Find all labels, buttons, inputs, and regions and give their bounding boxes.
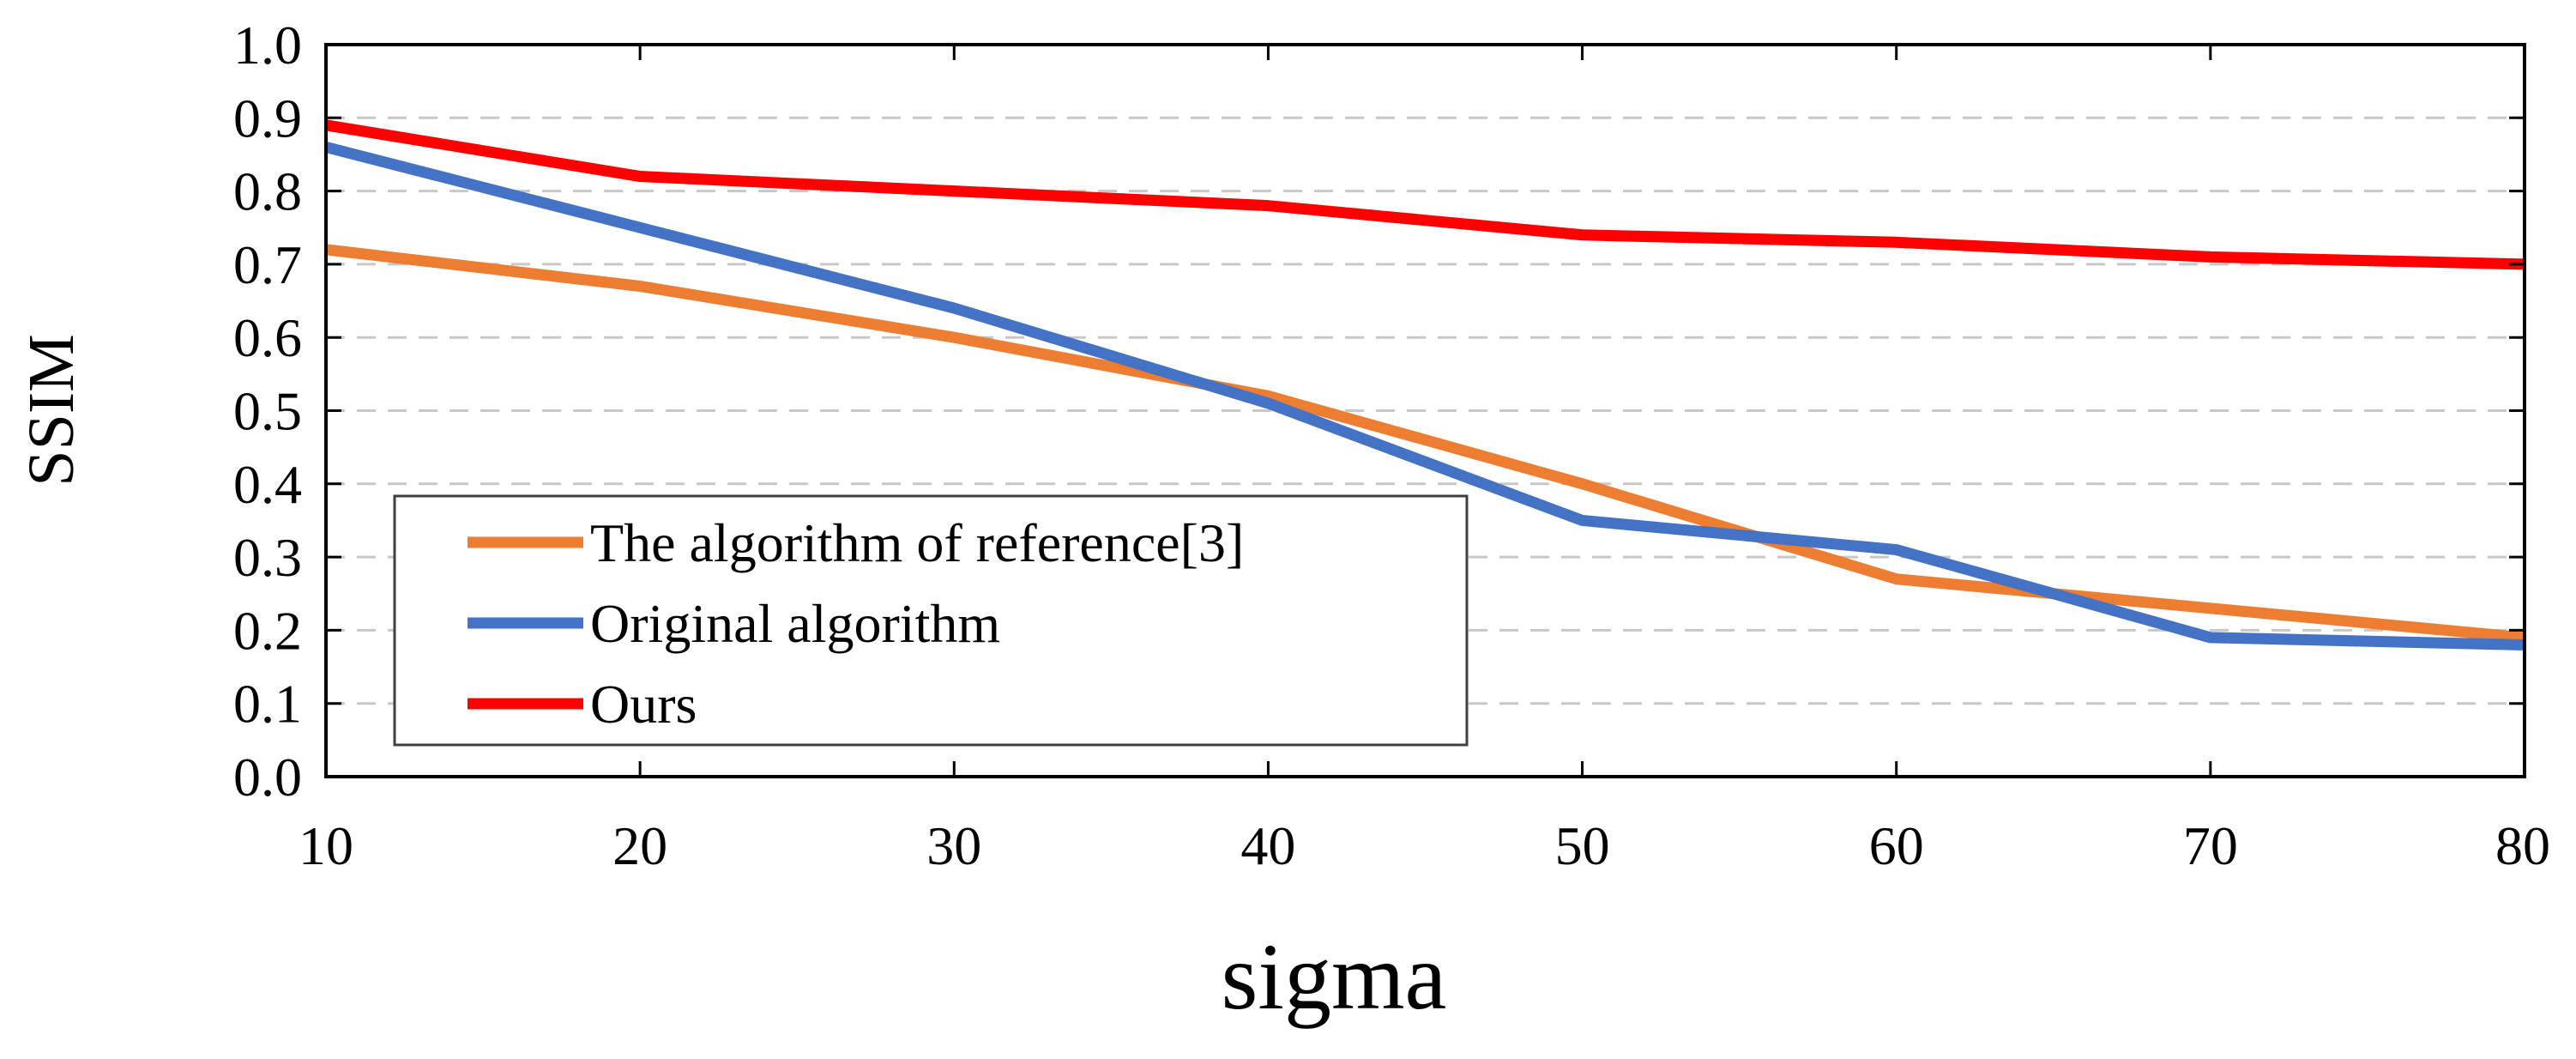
x-tick-label: 50 [1555, 815, 1610, 876]
series-line-1 [324, 142, 2525, 651]
legend-label: Ours [590, 674, 697, 735]
series-line-0 [325, 244, 2525, 644]
legend-label: Original algorithm [590, 593, 1000, 654]
y-tick-labels: 0.0 0.1 0.2 0.3 0.4 0.5 0.6 0.7 0.8 0.9 1.0 [233, 15, 302, 808]
series-line-2 [324, 119, 2525, 270]
x-tick-label: 70 [2183, 815, 2238, 876]
y-tick-label: 0.8 [233, 161, 302, 222]
y-tick-label: 0.1 [233, 674, 302, 735]
y-tick-label: 0.5 [233, 381, 302, 442]
y-tick-label: 0.3 [233, 527, 302, 588]
legend: The algorithm of reference[3] Original al… [393, 494, 1469, 747]
x-tick-label: 10 [299, 815, 353, 876]
y-tick-label: 0.0 [233, 747, 302, 808]
x-tick-label: 30 [926, 815, 981, 876]
x-axis-title: sigma [1222, 924, 1447, 1029]
axis-ticks [324, 43, 2526, 778]
series-lines [324, 119, 2525, 651]
y-tick-label: 0.6 [233, 307, 302, 368]
x-tick-label: 60 [1869, 815, 1924, 876]
y-tick-label: 0.9 [233, 88, 302, 148]
y-tick-label: 0.4 [233, 454, 302, 515]
y-tick-label: 1.0 [233, 15, 302, 76]
y-tick-label: 0.7 [233, 234, 302, 295]
x-tick-label: 40 [1240, 815, 1295, 876]
y-axis-title: SSIM [15, 334, 87, 486]
x-tick-label: 20 [612, 815, 667, 876]
legend-label: The algorithm of reference[3] [590, 512, 1244, 573]
y-tick-label: 0.2 [233, 600, 302, 661]
x-tick-label: 80 [2495, 815, 2550, 876]
x-tick-labels: 10 20 30 40 50 60 70 80 [299, 815, 2550, 876]
